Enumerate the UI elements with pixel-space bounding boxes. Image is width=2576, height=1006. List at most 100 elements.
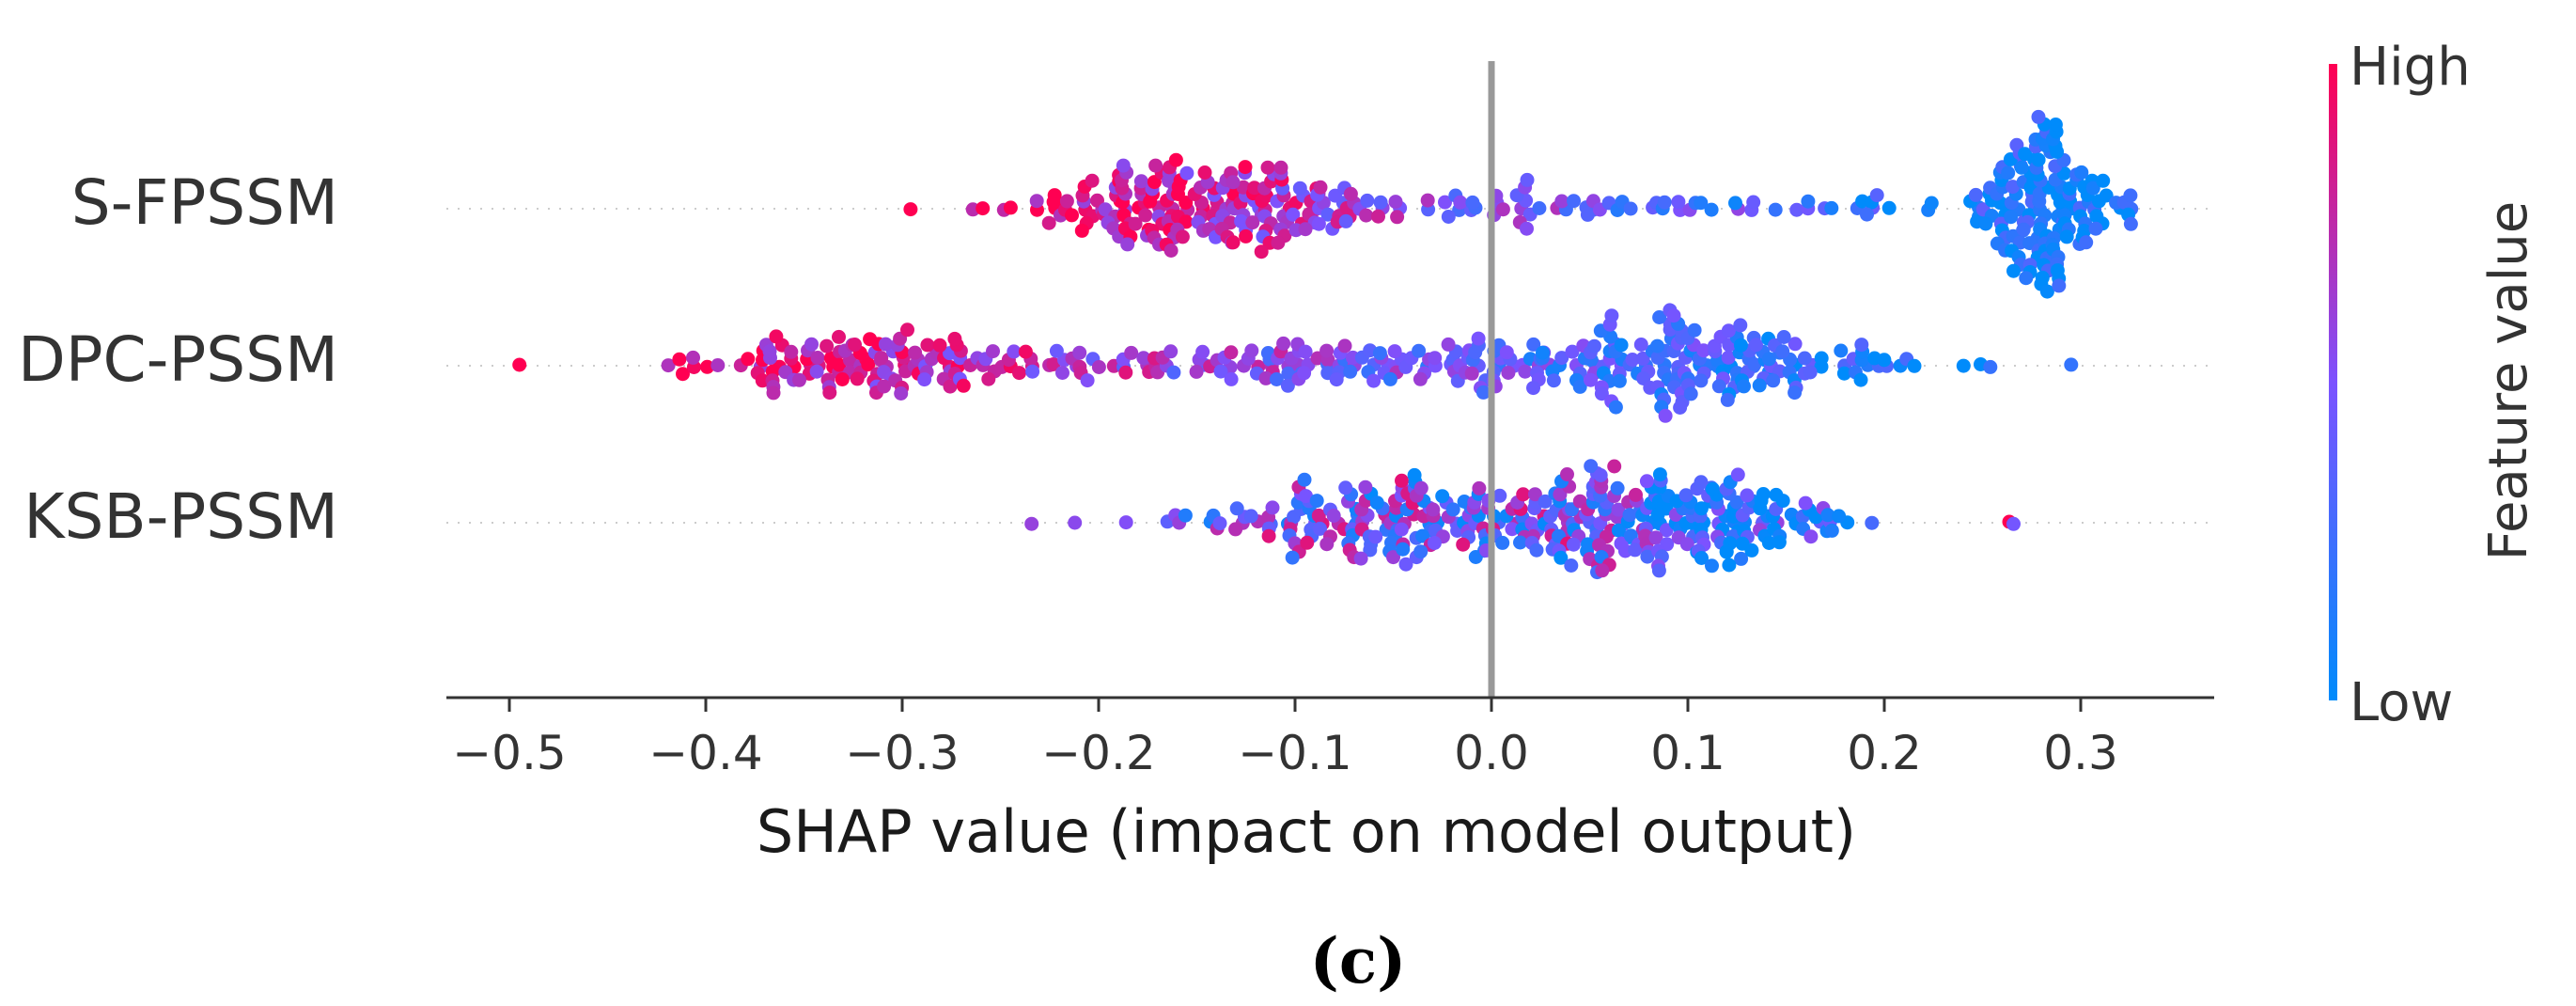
shap-point <box>2123 216 2138 231</box>
shap-point <box>1413 371 1428 386</box>
shap-point <box>1239 228 1254 244</box>
shap-point <box>820 338 835 354</box>
shap-point <box>1285 550 1300 565</box>
shap-point <box>1343 364 1358 379</box>
shap-point <box>1197 165 1212 180</box>
x-axis: −0.5 −0.4 −0.3 −0.2 −0.1 0.0 0.1 0.2 0.3 SHAP va… <box>446 696 2214 866</box>
shap-point <box>1309 494 1324 509</box>
shap-point <box>1426 502 1441 517</box>
shap-point <box>848 338 862 352</box>
shap-point <box>1098 202 1113 217</box>
shap-point <box>1516 487 1531 502</box>
shap-point <box>1148 158 1163 173</box>
shap-point <box>1756 487 1771 501</box>
shap-point <box>1566 537 1581 552</box>
shap-point <box>1226 175 1241 190</box>
feature-label: KSB-PSSM <box>23 480 338 553</box>
shap-point <box>1018 344 1033 359</box>
shap-point <box>1671 195 1686 210</box>
shap-point <box>1733 318 1748 333</box>
shap-point <box>1628 542 1643 558</box>
shap-point <box>1247 181 1262 196</box>
shap-point <box>1572 379 1587 394</box>
shap-point <box>1438 195 1452 210</box>
shap-point <box>1213 364 1228 379</box>
shap-point <box>1761 536 1776 550</box>
shap-point <box>1319 343 1335 358</box>
shap-point <box>1526 337 1541 352</box>
shap-point <box>512 357 527 372</box>
shap-point <box>1337 338 1352 354</box>
shap-point <box>1298 344 1313 359</box>
shap-point <box>1789 202 1804 217</box>
shap-point <box>2016 222 2031 237</box>
shap-point <box>1138 208 1153 223</box>
shap-point <box>1694 475 1709 490</box>
shap-point <box>1012 366 1026 381</box>
shap-point <box>1091 360 1106 374</box>
shap-point <box>1428 351 1443 366</box>
shap-point <box>1554 351 1569 366</box>
shap-point <box>1398 557 1413 572</box>
shap-point <box>903 202 918 217</box>
shap-point <box>1368 529 1383 544</box>
shap-point <box>2099 188 2114 203</box>
shap-point <box>1245 215 1260 230</box>
shap-point <box>1593 468 1608 482</box>
shap-point <box>2001 165 2016 181</box>
shap-point <box>1529 542 1544 558</box>
shap-point <box>1505 522 1520 537</box>
shap-point <box>1369 495 1384 511</box>
shap-point <box>1513 535 1527 550</box>
shap-point <box>1359 208 1374 223</box>
shap-point <box>2039 284 2054 299</box>
shap-point <box>1120 237 1135 252</box>
shap-point <box>1532 201 1547 215</box>
shap-point <box>1465 195 1480 210</box>
shap-point <box>1595 563 1610 578</box>
shap-point <box>1687 322 1702 338</box>
shap-point <box>2004 210 2019 225</box>
shap-point <box>1413 544 1429 559</box>
shap-point <box>1625 353 1640 367</box>
shap-point <box>1956 358 1971 373</box>
feature-label: S-FPSSM <box>71 166 338 239</box>
shap-point <box>1118 515 1133 530</box>
shap-point <box>1226 235 1241 250</box>
shap-point <box>2018 147 2033 162</box>
shap-point <box>1059 194 1074 209</box>
shap-point <box>1124 345 1139 360</box>
shap-point <box>766 385 781 401</box>
shap-point <box>661 358 676 373</box>
shap-point <box>1749 338 1763 353</box>
shap-point <box>1068 515 1083 530</box>
shap-point <box>1611 523 1626 538</box>
shap-point <box>762 344 777 359</box>
shap-point <box>1983 359 1998 374</box>
shap-point <box>1678 488 1694 503</box>
shap-point <box>2123 188 2138 203</box>
shap-point <box>1978 216 1993 231</box>
shap-point <box>1298 222 1313 237</box>
shap-point <box>1705 558 1719 574</box>
shap-point <box>1788 337 1803 352</box>
shap-point <box>672 352 687 367</box>
shap-point <box>1299 489 1313 504</box>
shap-point <box>1564 558 1579 573</box>
shap-point <box>1468 550 1483 564</box>
shap-point <box>861 357 876 372</box>
shap-point <box>1538 494 1553 509</box>
shap-point <box>2074 165 2089 180</box>
shap-point <box>792 372 806 387</box>
colorbar-gradient <box>2329 64 2337 700</box>
shap-point <box>1869 188 1884 203</box>
shap-point <box>1363 542 1378 558</box>
shap-point <box>1453 195 1468 210</box>
shap-point <box>1881 200 1897 215</box>
shap-point <box>932 338 947 353</box>
shap-point <box>1395 473 1409 488</box>
shap-point <box>1441 337 1456 352</box>
shap-point <box>1072 345 1087 360</box>
shap-point <box>1520 221 1534 236</box>
shap-point <box>1041 215 1056 230</box>
